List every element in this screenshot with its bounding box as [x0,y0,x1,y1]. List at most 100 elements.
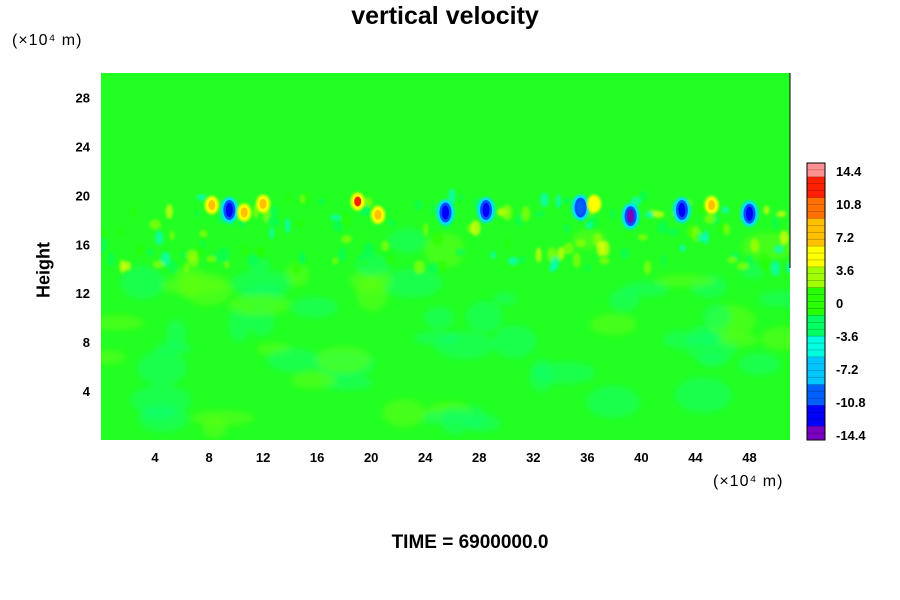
texture-blob [267,348,320,373]
wave-cell [304,192,310,206]
texture-blob [423,306,455,330]
wave-cell [285,192,292,204]
colorbar-segment [807,405,825,413]
x-tick-label: 28 [472,450,486,465]
wave-cell [505,238,511,249]
wave-cell [470,220,481,236]
wave-cell [130,206,137,219]
negative-core [225,203,233,218]
wave-cell [362,242,375,259]
positive-core [590,198,598,209]
wave-cell [779,230,789,245]
wave-cell [687,222,694,238]
colorbar-segment [807,225,825,233]
wave-cell [667,227,679,237]
texture-blob [228,294,291,316]
texture-blob [529,358,554,392]
colorbar-segment [807,183,825,192]
colorbar-label: 10.8 [836,197,861,212]
wave-cell [772,215,779,231]
wave-cell [515,213,523,227]
wave-cell [149,219,161,230]
wave-cell [116,229,126,236]
wave-cell [427,262,439,275]
velocity-cores [204,192,759,230]
wave-cell [332,257,338,265]
wave-cell [770,260,781,277]
texture-blob [162,276,225,296]
colorbar-segment [807,239,825,247]
wave-cell [199,229,208,238]
colorbar-segment [807,419,825,427]
x-tick-label: 4 [151,450,159,465]
wave-cell [501,204,513,221]
wave-cell [773,244,784,254]
colorbar-segment [807,287,825,296]
heatmap-field [101,73,790,440]
wave-cell [180,250,185,259]
wave-cell [430,201,436,216]
wave-cell [154,230,164,246]
wave-cell [432,231,444,246]
texture-blob [120,265,165,300]
texture-blob [101,314,145,331]
texture-blob [285,262,309,287]
wave-cell [196,243,203,259]
wave-cell [518,256,526,264]
texture-blob [760,326,790,351]
wave-cell [146,249,155,256]
colorbar-segment [807,412,825,420]
wave-cell [358,253,365,263]
colorbar-segment [807,218,825,226]
y-unit-label: (×10⁴ m) [12,32,82,50]
y-tick-label: 12 [76,286,90,301]
y-tick-label: 16 [76,237,90,252]
texture-blob [165,319,187,350]
wave-cell [423,222,429,237]
wave-cell [585,221,592,230]
y-tick-label: 4 [83,384,91,399]
colorbar-segment [807,349,825,358]
field-texture [101,228,790,439]
colorbar-frame [806,162,826,441]
colorbar-segment [807,266,825,275]
wave-cell [329,214,341,221]
wave-cell [555,194,562,209]
x-tick-label: 16 [310,450,324,465]
x-tick-label: 48 [742,450,756,465]
wave-cell [381,240,390,252]
texture-blob [387,228,427,254]
colorbar-segment [807,336,825,344]
colorbar-segment [807,169,825,178]
colorbar-segment [807,356,825,365]
colorbar-segment [807,280,825,289]
wave-cell [206,255,217,262]
colorbar-segment [807,384,825,393]
colorbar-segment [807,163,825,171]
colorbar-segment [807,433,825,441]
colorbar-label: 7.2 [836,230,854,245]
texture-blob [291,371,337,389]
wave-cell [269,206,279,217]
texture-blob [738,352,781,376]
wave-cell [644,211,654,219]
wave-cell [727,256,737,264]
time-footer: TIME = 6900000.0 [391,532,549,553]
colorbar-segment [807,363,825,372]
wave-cell [388,219,396,227]
positive-core [374,209,382,220]
wave-cell [758,253,770,269]
colorbar-segment [807,315,825,323]
wave-cell [291,264,302,274]
colorbar-segment [807,329,825,337]
positive-core [354,196,362,207]
wave-cell [563,242,574,255]
wave-cell [448,188,456,204]
negative-core [678,203,686,218]
texture-blob [703,304,731,329]
wave-cell [101,237,108,254]
wave-cell [338,246,347,262]
x-tick-label: 32 [526,450,540,465]
colorbar-segment [807,211,825,219]
